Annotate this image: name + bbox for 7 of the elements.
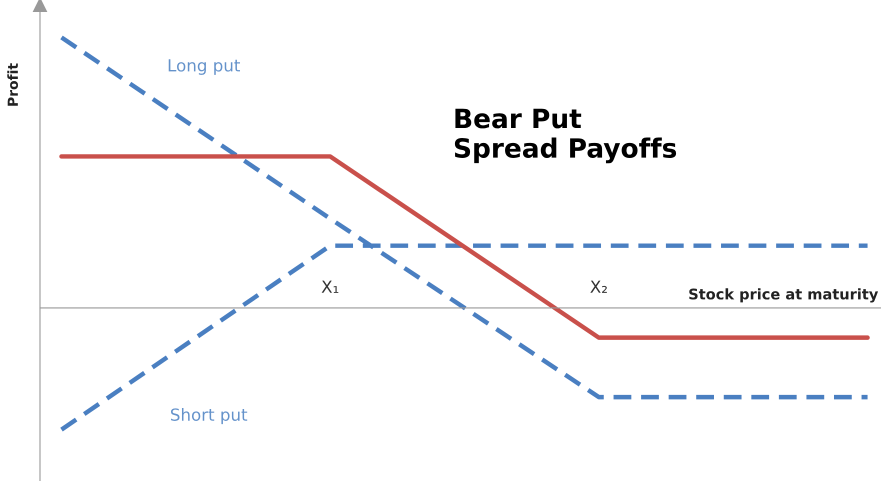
x-tick-label: X₂ [590,280,607,293]
series-label: Long put [168,59,240,75]
x-axis-title: Stock price at maturity [689,288,878,302]
text: Short put [170,408,248,424]
y-axis-title: Profit [7,63,18,106]
x-tick-label: X₁ [322,280,338,293]
text: Bear Put Spread Payoffs [454,108,676,164]
